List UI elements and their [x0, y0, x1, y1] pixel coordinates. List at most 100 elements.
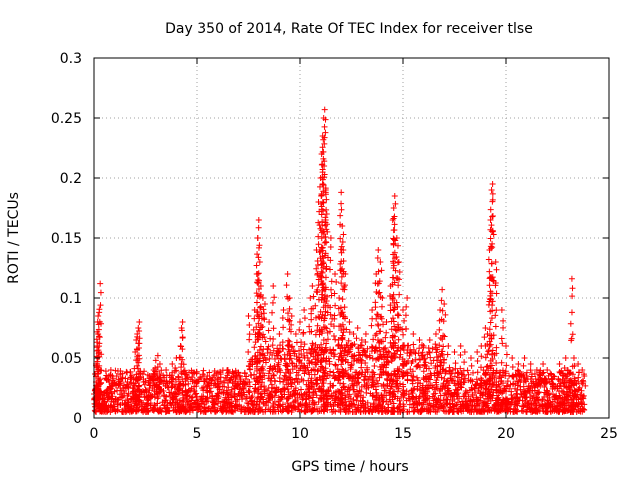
spike-point — [255, 224, 262, 231]
data-point — [439, 286, 446, 293]
noise-point — [277, 355, 284, 362]
spike-point — [327, 266, 334, 273]
spike-point — [353, 335, 360, 342]
spike-point — [137, 370, 144, 377]
spike-point — [332, 393, 339, 400]
spike-point — [514, 387, 521, 394]
data-point — [575, 361, 582, 367]
noise-point — [325, 399, 332, 406]
spike-point — [275, 349, 282, 356]
spike-point — [498, 390, 505, 397]
spike-point — [265, 395, 272, 402]
spike-point — [322, 214, 329, 221]
spike-point — [118, 387, 125, 394]
spike-point — [416, 387, 423, 394]
noise-point — [353, 406, 360, 413]
spike-point — [489, 198, 496, 205]
noise-point — [207, 388, 214, 395]
spike-point — [289, 360, 296, 367]
spike-point — [255, 405, 262, 412]
spike-point — [254, 270, 261, 277]
noise-point — [536, 381, 543, 388]
spike-point — [93, 347, 100, 354]
noise-point — [527, 367, 534, 374]
spike-point — [316, 344, 323, 351]
spike-point — [516, 372, 523, 379]
noise-point — [217, 374, 224, 381]
spike-point — [377, 348, 384, 355]
spike-point — [391, 323, 398, 330]
spike-point — [376, 328, 383, 335]
data-point — [107, 385, 114, 391]
spike-point — [275, 359, 282, 366]
spike-point — [493, 344, 500, 351]
spike-point — [498, 400, 505, 407]
noise-point — [423, 405, 430, 412]
spike-point — [427, 404, 434, 411]
noise-point — [369, 406, 376, 413]
spike-point — [214, 400, 221, 407]
spike-point — [333, 278, 340, 285]
spike-point — [420, 389, 427, 396]
data-point — [457, 343, 464, 349]
data-point — [95, 393, 102, 400]
spike-point — [441, 333, 448, 340]
spike-point — [246, 389, 253, 396]
spike-point — [508, 396, 515, 403]
noise-point — [520, 403, 527, 410]
spike-point — [571, 377, 578, 384]
noise-point — [358, 342, 365, 349]
noise-point — [567, 369, 574, 376]
spike-point — [493, 384, 500, 391]
data-point — [146, 373, 153, 379]
noise-point — [430, 390, 437, 397]
noise-point — [186, 403, 193, 410]
data-point — [173, 355, 180, 361]
spike-point — [486, 282, 493, 289]
noise-point — [489, 392, 496, 399]
spike-point — [169, 399, 176, 406]
spike-point — [284, 386, 291, 393]
spike-point — [313, 381, 320, 388]
spike-point — [339, 309, 346, 316]
noise-point — [477, 408, 484, 415]
noise-point — [385, 370, 392, 377]
spike-point — [309, 340, 316, 347]
spike-point — [342, 282, 349, 289]
data-point — [204, 373, 211, 379]
spike-point — [262, 386, 269, 393]
spike-point — [488, 260, 495, 267]
noise-point — [267, 408, 274, 415]
spike-point — [440, 356, 447, 363]
spike-point — [394, 395, 401, 402]
data-point — [354, 325, 361, 331]
spike-point — [266, 367, 273, 374]
data-point — [284, 271, 291, 277]
noise-point — [197, 408, 204, 415]
data-point — [97, 280, 104, 287]
spike-point — [395, 282, 402, 289]
noise-point — [309, 397, 316, 404]
spike-point — [392, 200, 399, 207]
spike-point — [549, 391, 556, 398]
spike-point — [341, 286, 348, 293]
data-point — [194, 379, 200, 385]
noise-point — [219, 408, 226, 415]
spike-point — [380, 368, 387, 375]
noise-point — [123, 368, 130, 375]
spike-point — [503, 362, 510, 369]
noise-point — [532, 399, 539, 406]
spike-point — [324, 336, 331, 343]
spike-point — [493, 266, 500, 273]
spike-point — [580, 392, 587, 399]
spike-point — [487, 243, 494, 250]
spike-point — [383, 329, 390, 336]
spike-point — [235, 390, 242, 397]
spike-point — [320, 182, 327, 189]
spike-point — [467, 397, 474, 404]
spike-point — [179, 334, 186, 341]
spike-point — [285, 337, 292, 344]
spike-point — [182, 381, 189, 388]
spike-point — [355, 344, 362, 351]
data-point — [179, 319, 186, 325]
